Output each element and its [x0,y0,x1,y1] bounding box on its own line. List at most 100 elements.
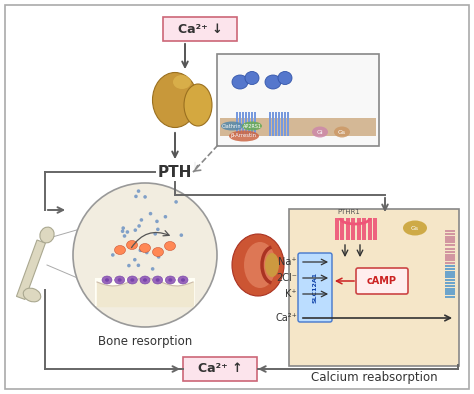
Bar [445,248,455,250]
Circle shape [143,195,147,199]
FancyBboxPatch shape [183,357,257,381]
Ellipse shape [102,276,112,284]
Bar [445,251,455,253]
Text: Ca²⁺ ↑: Ca²⁺ ↑ [198,362,242,375]
Bar [445,282,455,284]
Text: PTHR1: PTHR1 [337,209,360,215]
Circle shape [119,250,122,254]
Circle shape [138,249,142,252]
Circle shape [151,267,155,271]
Ellipse shape [232,234,284,296]
Text: Ca²⁺ ↓: Ca²⁺ ↓ [178,22,222,35]
Bar [17,240,46,299]
Circle shape [140,218,143,222]
Bar [445,290,455,293]
Bar [445,271,455,273]
Bar [445,273,455,275]
Circle shape [180,233,183,237]
Bar [445,262,455,264]
Bar [445,233,455,235]
Bar [95,278,195,306]
FancyBboxPatch shape [298,253,332,322]
Ellipse shape [155,278,160,282]
Ellipse shape [115,276,125,284]
Bar [445,268,455,270]
Bar [335,218,339,240]
Bar [445,293,455,296]
Text: Gs: Gs [411,225,419,230]
Text: Calcium reabsorption: Calcium reabsorption [310,370,438,383]
Bar [352,218,356,240]
Ellipse shape [178,276,188,284]
Ellipse shape [40,227,54,243]
Bar [281,112,283,136]
FancyBboxPatch shape [5,5,469,389]
Text: SLC12A1: SLC12A1 [312,271,318,303]
Ellipse shape [265,75,281,89]
Bar [445,285,455,287]
Circle shape [134,195,138,198]
Bar [239,112,241,136]
Circle shape [121,226,125,230]
Ellipse shape [115,245,126,255]
Bar [346,218,350,240]
Bar [445,241,455,243]
Text: Gi: Gi [317,130,323,134]
Text: 2Cl⁻: 2Cl⁻ [276,273,297,283]
Bar [272,112,274,136]
Ellipse shape [153,276,163,284]
Bar [368,218,372,240]
Bar [254,112,256,136]
Ellipse shape [140,276,150,284]
Bar [242,112,244,136]
Bar [275,112,277,136]
Circle shape [134,229,137,232]
Bar [445,236,455,238]
Ellipse shape [173,75,191,89]
Text: cAMP: cAMP [367,276,397,286]
Text: Gs: Gs [338,130,346,134]
Circle shape [145,251,148,255]
Bar [251,112,253,136]
Ellipse shape [403,221,427,236]
Circle shape [123,234,126,238]
Bar [284,112,286,136]
Circle shape [126,230,129,234]
Circle shape [164,215,167,219]
Ellipse shape [130,278,134,282]
Bar [445,256,455,258]
Bar [445,230,455,232]
FancyBboxPatch shape [289,209,459,366]
Ellipse shape [127,240,137,249]
Ellipse shape [118,278,122,282]
Ellipse shape [244,242,276,288]
Bar [445,254,455,256]
Circle shape [154,232,157,236]
Ellipse shape [265,253,279,277]
Text: Bone resorption: Bone resorption [98,336,192,349]
Bar [445,244,455,246]
Text: K⁺: K⁺ [285,289,297,299]
Bar [363,218,366,240]
Text: AP2RS1: AP2RS1 [243,123,262,128]
Ellipse shape [164,242,175,251]
Ellipse shape [221,121,243,130]
FancyBboxPatch shape [163,17,237,41]
Bar [445,296,455,298]
Ellipse shape [105,278,109,282]
Circle shape [174,200,178,204]
Bar [445,279,455,281]
Ellipse shape [278,71,292,84]
Circle shape [73,183,217,327]
Ellipse shape [184,84,212,126]
FancyBboxPatch shape [356,268,408,294]
Bar [220,118,376,136]
Ellipse shape [245,71,259,84]
Ellipse shape [181,278,185,282]
Ellipse shape [23,288,41,302]
Circle shape [140,248,144,252]
Bar [445,238,455,241]
Circle shape [111,253,115,257]
Ellipse shape [153,247,164,256]
Bar [445,288,455,290]
